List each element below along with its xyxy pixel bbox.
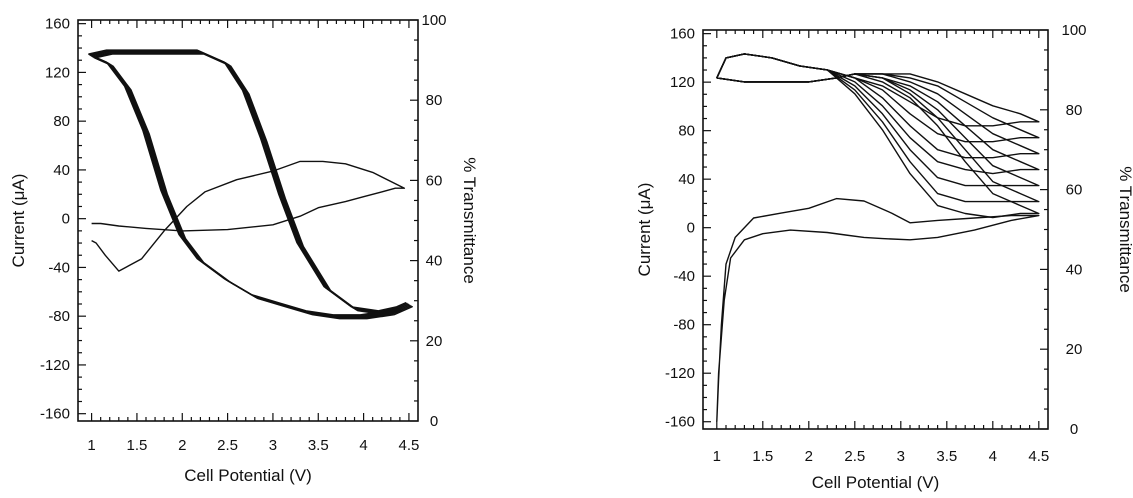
y-tick-label: -120 [40, 357, 70, 374]
series-line-2 [716, 53, 1040, 127]
x-tick-label: 3 [897, 448, 905, 465]
series-line-2-cycle-1 [88, 49, 407, 316]
y-tick-label: 80 [53, 113, 70, 130]
y-tick-label: -160 [40, 406, 70, 423]
series-line-8 [716, 53, 1040, 219]
x-tick-label: 1 [713, 448, 721, 465]
y2-tick-label: 80 [426, 92, 443, 109]
y2-tick-label: 40 [426, 253, 443, 270]
y-tick-label: 40 [53, 162, 70, 179]
y2-tick-label: 0 [1070, 421, 1078, 438]
y2-tick-label: 0 [430, 413, 438, 430]
series-line-3 [716, 53, 1040, 143]
x-tick-label: 2.5 [217, 437, 238, 454]
y2-tick-label: 100 [421, 12, 446, 29]
x-tick-label: 2 [805, 448, 813, 465]
x-tick-label: 3.5 [308, 437, 329, 454]
y-tick-label: 120 [45, 64, 70, 81]
y2-tick-label: 60 [1066, 182, 1083, 199]
x-tick-label: 1.5 [752, 448, 773, 465]
series-line-5 [716, 53, 1040, 175]
y-tick-label: 0 [687, 220, 695, 237]
series-line-2-cycle-2 [89, 50, 408, 317]
y-tick-label: -40 [673, 268, 695, 285]
y2-tick-label: 20 [426, 333, 443, 350]
x-tick-label: 2 [178, 437, 186, 454]
x-tick-label: 1 [87, 437, 95, 454]
y-tick-label: 80 [678, 123, 695, 140]
y-tick-label: 160 [670, 26, 695, 43]
y-tick-label: -160 [665, 414, 695, 431]
y-tick-label: 40 [678, 171, 695, 188]
y-tick-label: -80 [673, 317, 695, 334]
y-tick-label: -120 [665, 365, 695, 382]
chart-panel-2: 1 1.5 2 2.5 3 3.5 4 4.5 160 120 80 40 0 -40 -80 -120 -16… [635, 22, 1133, 492]
x-tick-label: 2.5 [844, 448, 865, 465]
series-line-2-cycle-4 [92, 51, 411, 318]
y2-tick-label: 80 [1066, 102, 1083, 119]
y2-tick-label: 60 [426, 172, 443, 189]
series-line-1 [716, 197, 1040, 422]
y2-axis-title: % Transmittance [1116, 166, 1133, 293]
x-tick-label: 4.5 [1028, 448, 1049, 465]
y2-axis-title: % Transmittance [460, 157, 479, 284]
y-tick-label: 120 [670, 74, 695, 91]
x-tick-label: 4.5 [399, 437, 420, 454]
x-tick-label: 3.5 [936, 448, 957, 465]
series-line-2-cycle-6 [94, 53, 413, 320]
y-axis-title: Current (μA) [9, 174, 28, 268]
y-tick-label: 160 [45, 16, 70, 33]
y2-tick-label: 40 [1066, 261, 1083, 278]
plot-frame [702, 29, 1049, 430]
y2-tick-label: 20 [1066, 341, 1083, 358]
chart-panel-1: 1 1.5 2 2.5 3 3.5 4 4.5 160 120 80 40 0 -40 -80 -120 -16… [9, 12, 479, 485]
y-axis-title: Current (μA) [635, 183, 654, 277]
y-tick-label: -40 [48, 259, 70, 276]
series-line-2-cycle-3 [90, 51, 409, 318]
series-line-1 [91, 160, 406, 272]
y-tick-label: 0 [62, 211, 70, 228]
x-tick-label: 3 [269, 437, 277, 454]
series-line-2-cycle-5 [93, 52, 412, 319]
x-axis-title: Cell Potential (V) [812, 473, 940, 492]
series-line-7 [716, 53, 1040, 203]
y2-tick-label: 100 [1061, 22, 1086, 39]
x-tick-label: 1.5 [127, 437, 148, 454]
x-tick-label: 4 [989, 448, 997, 465]
x-axis-title: Cell Potential (V) [184, 466, 312, 485]
plot-frame [77, 19, 419, 422]
x-tick-label: 4 [359, 437, 367, 454]
y-tick-label: -80 [48, 308, 70, 325]
